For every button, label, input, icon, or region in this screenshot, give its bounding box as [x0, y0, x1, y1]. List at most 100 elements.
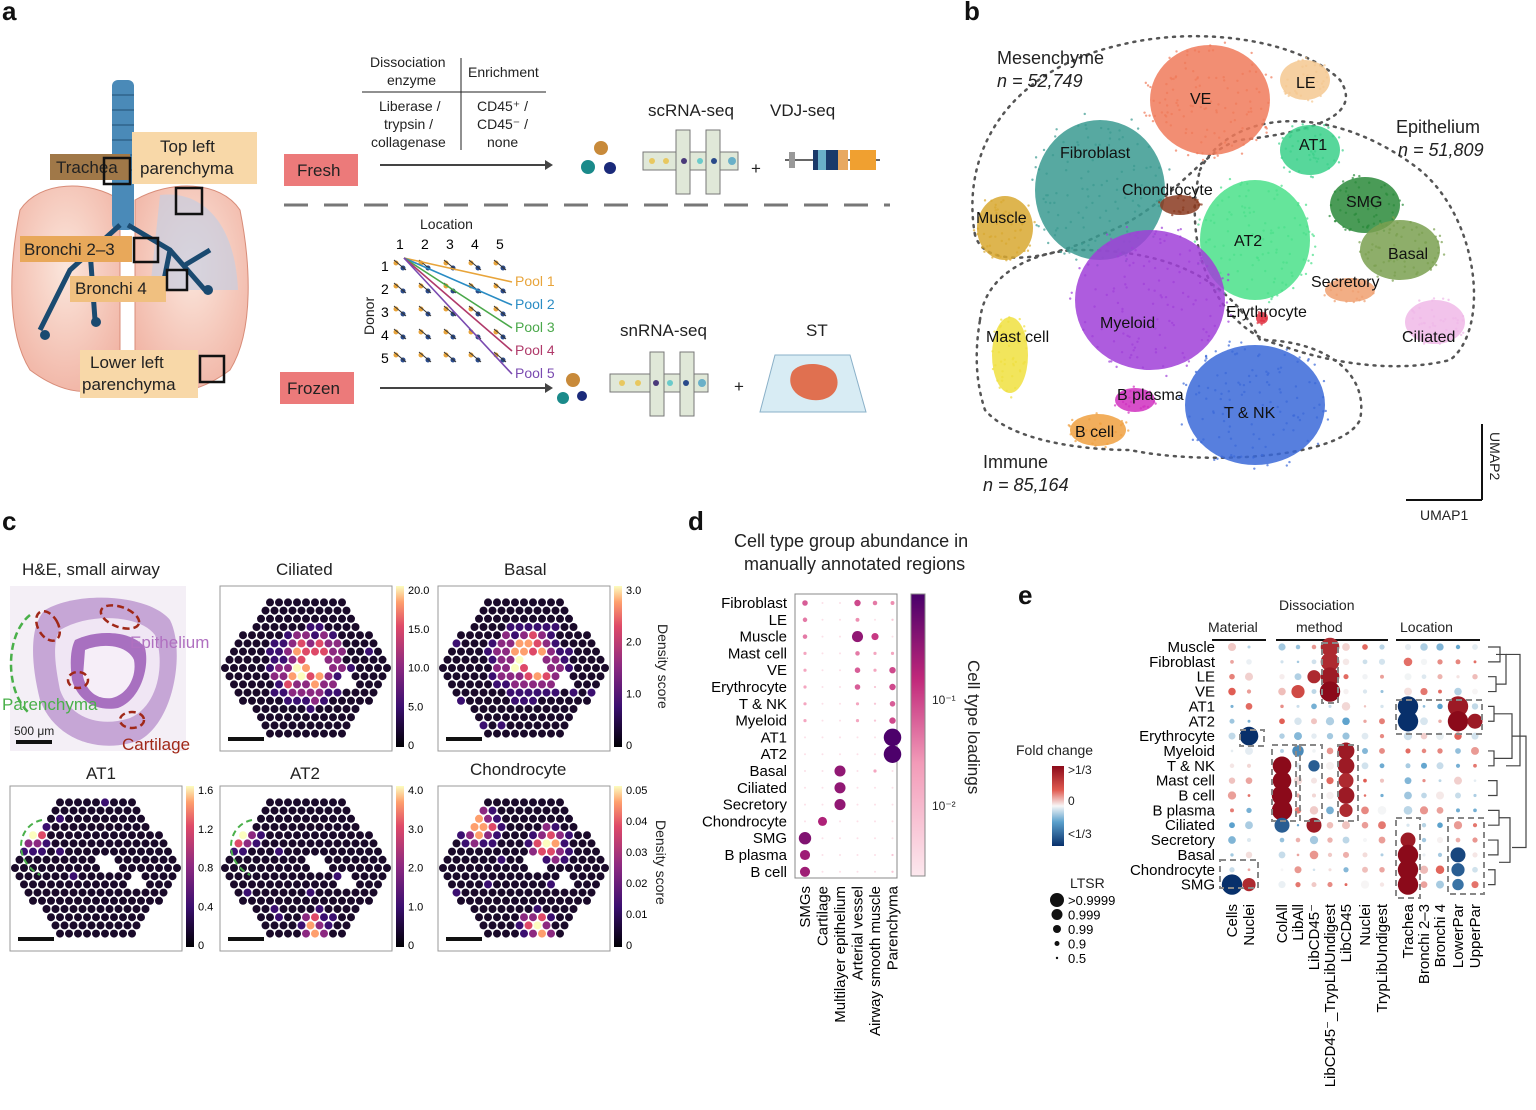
d-dot [804, 820, 806, 823]
e-dot [1397, 874, 1419, 895]
plus-frozen: + [734, 377, 744, 396]
d-col-label: Cartilage [815, 886, 832, 946]
e-dot [1363, 794, 1367, 797]
sample-dot [418, 352, 424, 358]
at2-title: AT2 [290, 764, 320, 783]
d-dot [855, 719, 860, 723]
e-dot [1454, 687, 1462, 696]
e-dot [1294, 732, 1302, 741]
table-col1-head2: enzyme [387, 72, 436, 88]
e-dot [1245, 777, 1253, 784]
ciliated-title: Ciliated [276, 560, 333, 579]
d-row-label: LE [769, 612, 787, 629]
e-dot [1471, 881, 1479, 889]
e-dot [1229, 763, 1235, 769]
e-row-label: VE [1195, 684, 1215, 701]
location-number: 1 [396, 236, 404, 252]
colorbar-tick: 0.03 [626, 847, 647, 859]
colorbar-tick: 0.01 [626, 909, 647, 921]
e-row-label: Secretory [1151, 832, 1216, 849]
d-dot [856, 736, 859, 739]
ltsr-tick: 0.999 [1068, 908, 1101, 923]
frozen-badge [280, 372, 354, 404]
e-dot [1312, 749, 1316, 753]
d-dot [839, 820, 841, 823]
e-dot [1435, 791, 1445, 800]
e-dot [1380, 704, 1384, 709]
e-dot [1292, 745, 1304, 757]
e-dot [1245, 851, 1253, 859]
e-dot [1419, 865, 1429, 874]
fresh-badge [284, 154, 358, 186]
d-dot [856, 870, 859, 873]
e-dot [1362, 837, 1368, 843]
pool-arrow [403, 257, 513, 329]
sample-dot [393, 352, 399, 358]
e-dot [1397, 844, 1419, 866]
e-col-label: Nuclei [1357, 904, 1374, 946]
he-title: H&E, small airway [22, 560, 160, 579]
he-parenchyma-label: Parenchyma [2, 695, 98, 714]
d-dot [891, 786, 894, 789]
e-dot [1296, 823, 1300, 827]
umap-cluster-le [1280, 56, 1330, 103]
e-dot [1279, 733, 1285, 739]
immune-n: n = 85,164 [983, 475, 1069, 495]
sample-tube [443, 351, 457, 363]
location-label: Location [420, 216, 473, 232]
e-dot [1472, 866, 1478, 873]
e-dot [1311, 718, 1317, 725]
epithelium-label: Epithelium [1396, 117, 1480, 137]
d-dot [871, 633, 879, 641]
e-row-label: Ciliated [1165, 817, 1215, 834]
d-row-label: AT1 [761, 729, 787, 746]
d-dot [874, 736, 876, 739]
he-region-outlines [34, 604, 146, 730]
e-col-label: Bronchi 4 [1432, 904, 1449, 967]
e-dot [1471, 746, 1479, 755]
e-dot [1473, 808, 1477, 813]
e-dot [1421, 748, 1427, 754]
d-dot [834, 799, 846, 811]
d-dot [804, 770, 806, 772]
d-dot [839, 870, 841, 873]
e-dot [1279, 837, 1285, 843]
umap-cluster-basal [1358, 216, 1446, 282]
donor-number: 2 [381, 281, 389, 297]
e-dot [1319, 681, 1341, 702]
e-row-label: Mast cell [1156, 773, 1215, 790]
d-dot [856, 770, 859, 772]
umap-cluster-at1 [1278, 123, 1344, 179]
sample-tube [493, 259, 507, 271]
e-dot [1326, 747, 1334, 755]
donor-number: 5 [381, 350, 389, 366]
microfluidic-chip-fresh [642, 129, 739, 195]
d-dot [839, 669, 841, 672]
lower-left-box [80, 350, 198, 398]
d-dot [804, 753, 806, 756]
sample-tube [493, 282, 507, 294]
e-dot [1311, 703, 1317, 710]
e-dot [1472, 823, 1478, 828]
e-fc-tick-zero: 0 [1068, 794, 1075, 808]
d-dot [855, 651, 860, 656]
umap-label: Ciliated [1402, 329, 1455, 346]
sample-tube [393, 328, 407, 340]
sample-dot [418, 329, 424, 335]
sample-tube [468, 259, 482, 271]
e-dot [1339, 803, 1353, 817]
e-dot [1361, 806, 1369, 815]
e-dot [1278, 643, 1286, 651]
e-dot [1328, 868, 1332, 872]
e-dot [1472, 837, 1478, 843]
e-dot [1245, 703, 1253, 710]
d-dot [821, 635, 824, 638]
sample-tube [468, 351, 482, 363]
umap-label: SMG [1346, 194, 1382, 211]
d-dot [803, 668, 807, 672]
e-dot [1378, 821, 1386, 830]
bronchi23-box [20, 236, 132, 262]
e-dot [1420, 762, 1428, 769]
sample-tube [393, 282, 407, 294]
umap-label: Myeloid [1100, 315, 1155, 332]
